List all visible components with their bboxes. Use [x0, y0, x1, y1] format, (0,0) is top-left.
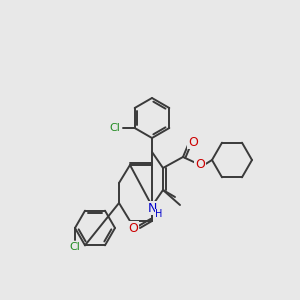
Text: N: N	[147, 202, 157, 214]
Text: O: O	[188, 136, 198, 148]
Text: Cl: Cl	[109, 123, 120, 133]
Text: Cl: Cl	[70, 242, 80, 252]
Text: O: O	[195, 158, 205, 172]
Text: O: O	[128, 221, 138, 235]
Text: H: H	[155, 209, 163, 219]
